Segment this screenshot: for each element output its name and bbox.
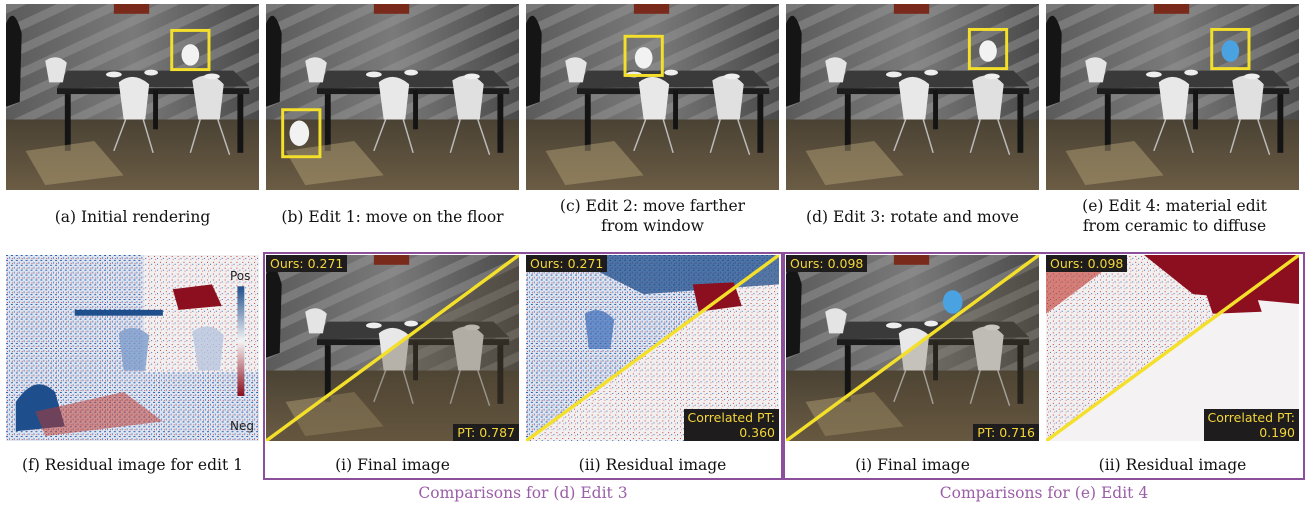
image-edit-4 [1046,4,1299,190]
caption-d: (d) Edit 3: rotate and move [806,208,1019,226]
image-edit-3 [786,4,1039,190]
edit-4-residual-ours-score: Ours: 0.098 [1046,255,1128,272]
edit-3-final-pt-score: PT: 0.787 [453,424,519,441]
legend-pos-label: Pos [230,269,251,283]
image-edit-4-final: Ours: 0.098 PT: 0.716 [786,255,1039,441]
edit-3-correlated-pt-value: 0.360 [739,425,775,440]
edit-4-final-pt-score: PT: 0.716 [973,424,1039,441]
caption-edit-4-residual: (ii) Residual image [1098,456,1247,474]
image-edit-1 [266,4,519,190]
group-caption-edit-3: Comparisons for (d) Edit 3 [418,484,628,502]
caption-edit-3-residual: (ii) Residual image [578,456,727,474]
legend-neg-label: Neg [230,419,254,433]
caption-f: (f) Residual image for edit 1 [22,456,243,474]
image-residual-edit-1: Pos Neg [6,255,259,441]
image-edit-3-residual: Ours: 0.271 Correlated PT: 0.360 [526,255,779,441]
caption-c-line1: (c) Edit 2: move farther [559,197,746,215]
caption-c: (c) Edit 2: move farther from window [526,196,779,236]
comparison-frame-edit-4 [783,252,1305,480]
image-edit-4-residual: Ours: 0.098 Correlated PT: 0.190 [1046,255,1299,441]
caption-a: (a) Initial rendering [54,208,211,226]
edit-4-final-ours-score: Ours: 0.098 [786,255,868,272]
caption-e: (e) Edit 4: material edit from ceramic t… [1046,196,1303,236]
caption-edit-3-final: (i) Final image [335,456,450,474]
image-edit-3-final: Ours: 0.271 PT: 0.787 [266,255,519,441]
edit-4-residual-correlated-pt-score: Correlated PT: 0.190 [1203,409,1299,441]
edit-4-correlated-pt-label: Correlated PT: [1207,410,1296,425]
image-initial-rendering [6,4,259,190]
group-caption-edit-4: Comparisons for (e) Edit 4 [939,484,1149,502]
edit-3-residual-ours-score: Ours: 0.271 [526,255,608,272]
caption-b: (b) Edit 1: move on the floor [281,208,504,226]
caption-e-line2: from ceramic to diffuse [1082,217,1267,235]
edit-3-residual-correlated-pt-score: Correlated PT: 0.360 [683,409,779,441]
edit-3-final-ours-score: Ours: 0.271 [266,255,348,272]
edit-3-correlated-pt-label: Correlated PT: [687,410,776,425]
caption-edit-4-final: (i) Final image [855,456,970,474]
edit-4-correlated-pt-value: 0.190 [1259,425,1295,440]
caption-c-line2: from window [601,217,704,235]
caption-e-line1: (e) Edit 4: material edit [1082,197,1267,215]
comparison-frame-edit-3 [263,252,783,480]
image-edit-2 [526,4,779,190]
